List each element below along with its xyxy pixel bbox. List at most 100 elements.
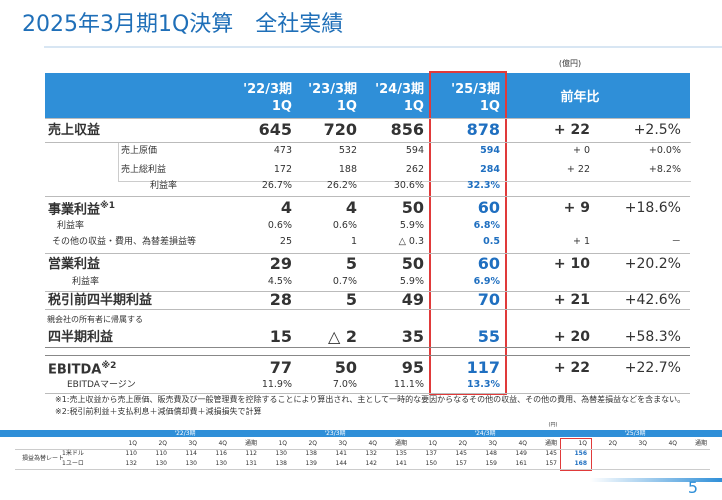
column-quarter: 1Q — [403, 98, 424, 114]
cell-value: 4 — [345, 198, 357, 217]
title: 2025年3月期1Q決算 全社実績 — [22, 12, 344, 37]
fx-value: 149 — [515, 450, 527, 457]
cell-value: 50 — [401, 198, 424, 217]
column-quarter: 1Q — [479, 98, 500, 114]
row-rule — [45, 309, 690, 310]
row-label: 事業利益※1 — [48, 200, 116, 217]
change-pct: +0.0% — [648, 145, 681, 157]
footnote: ※1:売上収益から売上原価、販売費及び一般管理費を控除することにより算出され、主… — [55, 395, 686, 404]
cell-value: 6.8% — [473, 220, 500, 232]
fx-value: 156 — [574, 450, 587, 457]
fx-quarter: 4Q — [368, 440, 377, 447]
cell-value: 188 — [338, 164, 357, 176]
change-value: + 9 — [563, 200, 590, 216]
cell-value: 95 — [401, 358, 424, 377]
cell-value: △ 0.3 — [398, 236, 424, 248]
fx-value: 131 — [245, 460, 257, 467]
fx-value: 148 — [485, 450, 497, 457]
cell-value: 594 — [480, 145, 500, 157]
cell-value: 6.9% — [473, 276, 500, 288]
cell-value: 11.9% — [261, 379, 292, 391]
cell-value: 0.5 — [483, 236, 500, 248]
fx-value: 157 — [545, 460, 557, 467]
fx-value: 150 — [425, 460, 437, 467]
fx-value: 110 — [155, 450, 167, 457]
fx-quarter: 通期 — [244, 440, 257, 447]
cell-value: 60 — [477, 198, 500, 217]
change-value: + 22 — [566, 164, 590, 176]
change-value: + 22 — [553, 360, 590, 376]
fx-group-label: 損益為替レート — [22, 455, 65, 462]
row-label: 利益率 — [150, 180, 178, 191]
fx-quarter: 3Q — [338, 440, 347, 447]
fx-value: 159 — [485, 460, 497, 467]
fx-value: 110 — [125, 450, 137, 457]
change-value: + 21 — [553, 292, 590, 308]
cell-value: 50 — [401, 254, 424, 273]
cell-value: 26.2% — [326, 180, 357, 192]
sub-box — [118, 142, 691, 182]
cell-value: 532 — [338, 145, 357, 157]
cell-value: 5.9% — [399, 276, 424, 288]
cell-value: 35 — [401, 327, 424, 346]
title-rule — [44, 46, 722, 48]
row-rule — [15, 469, 710, 470]
cell-value: 25 — [279, 236, 292, 248]
fx-quarter: 3Q — [188, 440, 197, 447]
change-value: + 22 — [553, 122, 590, 138]
fx-value: 141 — [395, 460, 407, 467]
fx-quarter: 3Q — [488, 440, 497, 447]
cell-value: 77 — [269, 358, 292, 377]
row-label: 四半期利益 — [48, 329, 114, 345]
fx-period: '25/3期 — [624, 429, 646, 437]
fx-quarter: 4Q — [668, 440, 677, 447]
note-marker: ※2 — [101, 360, 117, 371]
cell-value: 70 — [477, 290, 500, 309]
cell-value: 29 — [269, 254, 292, 273]
footnote: ※2:税引前利益＋支払利息＋減価償却費＋減損損失で計算 — [55, 407, 262, 416]
fx-value: 157 — [455, 460, 467, 467]
fx-value: 145 — [455, 450, 467, 457]
unit: (億円) — [558, 59, 582, 68]
cell-value: 473 — [273, 145, 292, 157]
cell-value: 0.7% — [332, 276, 357, 288]
fx-quarter: 通期 — [394, 440, 407, 447]
change-pct: － — [671, 236, 681, 248]
cell-value: 172 — [273, 164, 292, 176]
cell-value: 60 — [477, 254, 500, 273]
change-pct: +22.7% — [624, 360, 681, 376]
fx-value: 138 — [275, 460, 287, 467]
fx-value: 135 — [395, 450, 407, 457]
change-pct: +20.2% — [624, 256, 681, 272]
cell-value: 0.6% — [267, 220, 292, 232]
change-pct: +2.5% — [633, 122, 681, 138]
fx-value: 132 — [125, 460, 137, 467]
page-number: 5 — [687, 478, 699, 497]
change-pct: +42.6% — [624, 292, 681, 308]
fx-quarter: 1Q — [128, 440, 137, 447]
fx-quarter: 2Q — [158, 440, 167, 447]
change-value: + 10 — [553, 256, 590, 272]
cell-value: 0.6% — [332, 220, 357, 232]
row-rule — [45, 118, 690, 119]
change-header: 前年比 — [560, 89, 600, 105]
cell-value: 26.7% — [261, 180, 292, 192]
cell-value: 49 — [401, 290, 424, 309]
row-rule — [45, 196, 690, 197]
row-label: 利益率 — [72, 276, 100, 287]
fx-highlight — [560, 438, 592, 471]
column-period: '22/3期 — [243, 81, 292, 97]
cell-value: 878 — [466, 120, 500, 139]
cell-value: 645 — [258, 120, 292, 139]
row-label: 売上収益 — [48, 122, 101, 138]
cell-value: 7.0% — [332, 379, 357, 391]
change-value: + 1 — [572, 236, 590, 248]
fx-period: '22/3期 — [174, 429, 196, 437]
fx-quarter: 通期 — [544, 440, 557, 447]
fx-header-bg — [0, 430, 722, 437]
fx-row-label: 1米ドル — [62, 450, 84, 457]
fx-quarter: 2Q — [308, 440, 317, 447]
cell-value: 720 — [323, 120, 357, 139]
cell-value: 28 — [269, 290, 292, 309]
